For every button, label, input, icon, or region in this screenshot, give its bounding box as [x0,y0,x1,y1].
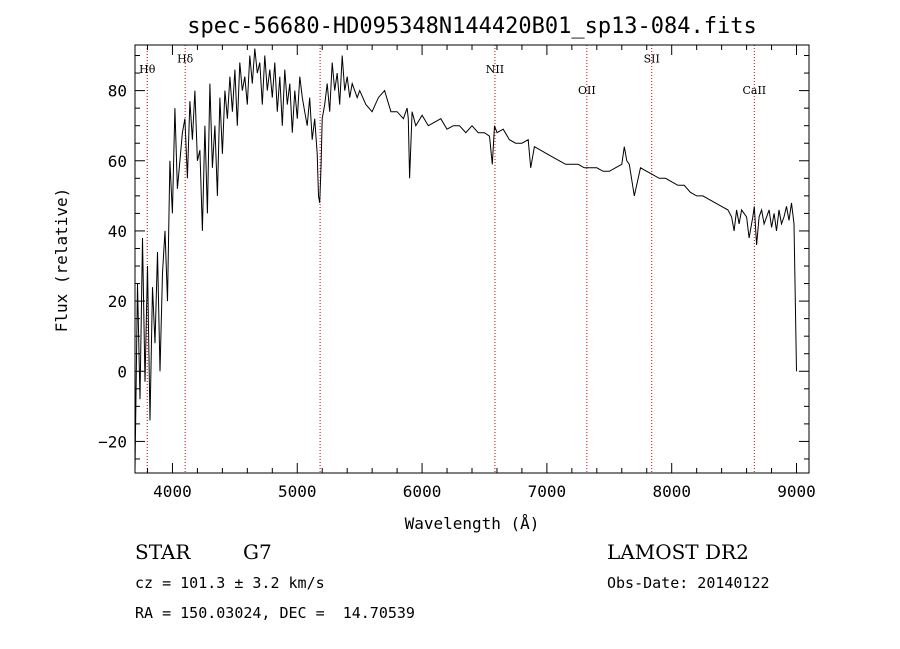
spectral-line-label: OII [578,84,596,97]
x-tick-label: 8000 [652,482,691,501]
y-tick-label: 40 [108,222,127,241]
x-tick-label: 7000 [528,482,567,501]
y-tick-label: 0 [117,362,127,381]
subclass: G7 [243,540,272,564]
y-tick-label: 80 [108,82,127,101]
x-tick-label: 6000 [403,482,442,501]
spectral-line-label: CaII [742,84,766,97]
chart-title: spec-56680-HD095348N144420B01_sp13-084.f… [187,14,757,39]
y-tick-label: −20 [98,432,127,451]
y-axis-label: Flux (relative) [52,188,71,333]
coords-text: RA = 150.03024, DEC = 14.70539 [135,604,415,622]
x-tick-label: 9000 [777,482,816,501]
spectral-line-label: NII [486,63,504,76]
axis-ticks: 4000 5000 6000 7000 8000 9000 −20 0 20 40 60 80 [98,45,816,501]
obs-date-text: Obs-Date: 20140122 [607,574,770,592]
y-tick-label: 60 [108,152,127,171]
spectrum-line [134,48,797,470]
x-axis-label: Wavelength (Å) [405,514,540,533]
plot-frame [134,44,810,474]
spectral-line-label: SII [644,53,660,66]
spectral-line-markers: Hθ Hδ NII OII SII CaII [139,45,766,473]
object-type: STAR [135,540,191,564]
x-tick-label: 5000 [278,482,317,501]
x-tick-label: 4000 [153,482,192,501]
velocity-text: cz = 101.3 ± 3.2 km/s [135,574,325,592]
spectral-line-label: Hδ [177,53,194,66]
spectral-line-label: Hθ [139,63,156,76]
survey-name: LAMOST DR2 [607,540,749,564]
y-tick-label: 20 [108,292,127,311]
